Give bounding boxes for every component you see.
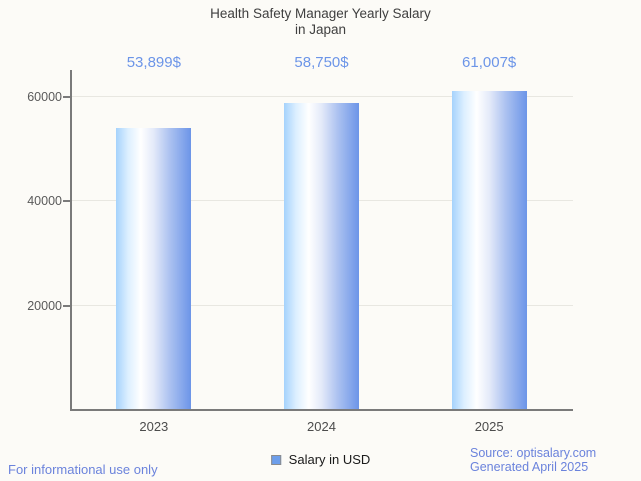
x-axis-label-2024: 2024 <box>307 419 336 434</box>
y-tick-label: 60000 <box>27 90 62 105</box>
disclaimer-text: For informational use only <box>8 462 158 477</box>
legend-label: Salary in USD <box>288 452 371 467</box>
bar-value-label: 53,899$ <box>126 54 181 71</box>
y-axis-tick <box>63 200 70 203</box>
generated-text: Generated April 2025 <box>470 460 589 474</box>
y-tick-label: 40000 <box>27 194 62 209</box>
bar-value-label: 58,750$ <box>294 54 349 71</box>
x-axis-label-2025: 2025 <box>474 419 504 434</box>
bar-value-label: 61,007$ <box>462 54 517 71</box>
x-axis-label-2023: 2023 <box>139 419 169 434</box>
y-tick-label: 20000 <box>27 298 62 313</box>
source-block: Source: optisalary.com Generated April 2… <box>470 446 596 474</box>
x-axis-line <box>70 409 573 411</box>
chart-title-line1: Health Safety Manager Yearly Salary <box>210 6 431 21</box>
legend: Salary in USD <box>270 452 371 467</box>
source-text: Source: optisalary.com <box>470 446 597 460</box>
y-axis-tick <box>63 304 70 307</box>
chart-title-line2: in Japan <box>294 22 347 37</box>
y-axis-tick <box>63 96 70 99</box>
chart-title: Health Safety Manager Yearly Salary in J… <box>0 6 641 38</box>
bar-2023[interactable] <box>116 127 192 409</box>
gridline <box>72 96 573 98</box>
legend-swatch-icon <box>270 454 281 465</box>
bar-2024[interactable] <box>284 102 359 409</box>
y-axis-line <box>70 70 72 411</box>
bar-2025[interactable] <box>451 90 527 409</box>
